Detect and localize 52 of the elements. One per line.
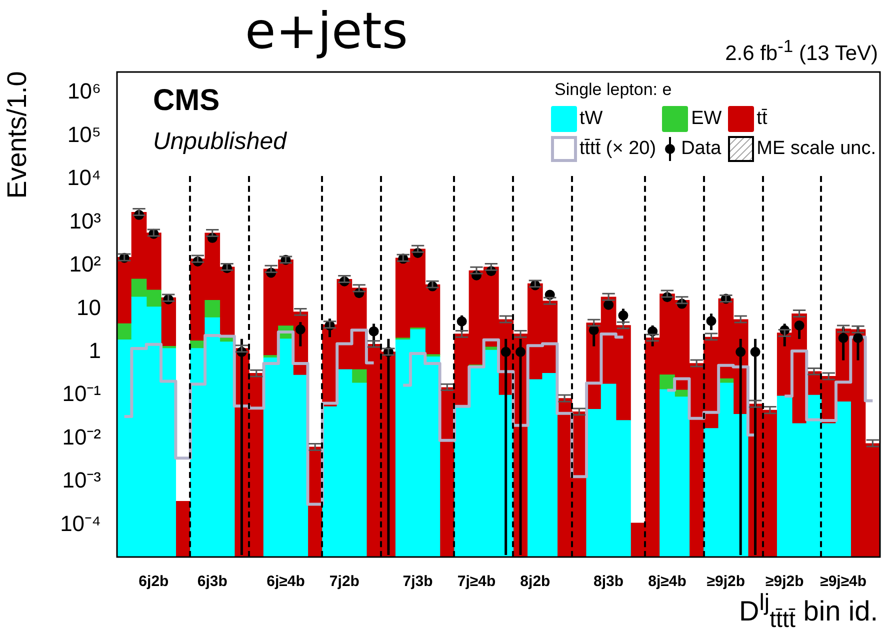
x-tick-label: 7j3b: [402, 573, 433, 590]
annotation: CMS: [153, 84, 220, 118]
y-tick-label: 10⁴: [67, 165, 101, 190]
x-tick-label: 6j2b: [138, 573, 169, 590]
y-tick-label: 10⁻³: [62, 468, 101, 493]
legend-title: Single lepton: e: [554, 80, 673, 100]
point: [852, 333, 863, 344]
y-tick-label: 10⁻²: [62, 424, 101, 450]
y-tick-label: 10⁻¹: [62, 381, 101, 406]
point: [456, 316, 467, 326]
y-tick-label: 10: [76, 294, 101, 320]
x-tick-label: 6j3b: [197, 573, 228, 590]
legend-label: tt̄tt̄ (× 20): [580, 138, 656, 160]
x-axis-title: D$^{lj}$$_{tt̄tt̄}$ bin id.: [738, 589, 878, 633]
chart-title: e+jets: [245, 2, 408, 60]
point: [838, 333, 848, 344]
annotation: Unpublished: [153, 128, 286, 156]
x-tick-label: ≥9j2b: [766, 573, 804, 590]
x-tick-label: ≥9j2b: [706, 573, 746, 590]
annotation: ME scale unc.: [756, 138, 876, 160]
legend-label: tW: [580, 108, 603, 130]
x-tick-label: ≥9j≥4b: [820, 573, 867, 590]
point: [368, 326, 379, 336]
chart-subtitle: 2.6 fb$^{-1}$ (13 TeV): [725, 36, 878, 66]
x-tick-label: 8j3b: [594, 573, 624, 590]
point: [706, 316, 716, 326]
y-axis-title: Events/1.0: [2, 71, 32, 199]
bar: [204, 300, 220, 318]
point: [500, 346, 511, 357]
x-tick-label: 8j2b: [520, 573, 550, 590]
y-tick-label: 10³: [69, 208, 101, 234]
point: [618, 310, 628, 320]
point: [604, 300, 614, 310]
y-tick-label: 10⁶: [67, 78, 101, 104]
x-tick-label: 7j2b: [329, 573, 360, 590]
y-tick-label: 10⁵: [67, 122, 101, 147]
y-tick-label: 1: [88, 338, 101, 363]
point: [588, 325, 599, 336]
bar: [351, 369, 367, 384]
legend-label: EW: [691, 108, 722, 130]
y-tick-label: 10²: [69, 252, 101, 277]
x-tick-label: 7j≥4b: [457, 573, 496, 590]
point: [295, 324, 306, 335]
point: [750, 346, 760, 357]
legend-label: Data: [681, 138, 722, 160]
point: [516, 346, 526, 357]
point: [736, 346, 746, 357]
x-tick-label: 6j≥4b: [266, 573, 305, 590]
x-tick-label: 8j≥4b: [648, 573, 686, 590]
legend-label: tt̄: [756, 108, 768, 130]
point: [794, 320, 804, 330]
y-tick-label: 10⁻⁴: [60, 510, 101, 536]
